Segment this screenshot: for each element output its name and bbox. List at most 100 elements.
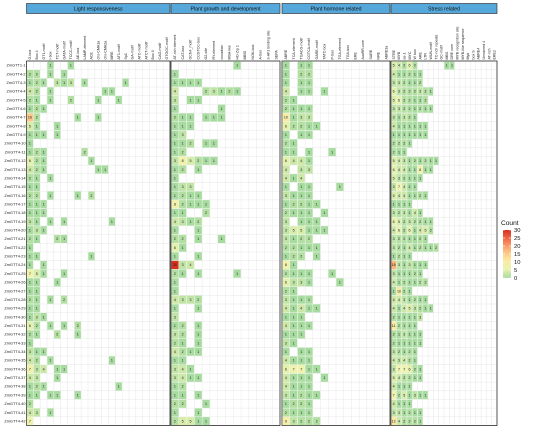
heatmap-cell xyxy=(40,147,47,157)
cell-value: 2 xyxy=(403,237,405,241)
cell-value: 1 xyxy=(403,246,405,250)
column-label: ABRE xyxy=(284,49,288,59)
cell-value: 1 xyxy=(29,202,31,206)
heatmap-cell xyxy=(289,330,298,339)
heatmap-cell xyxy=(417,130,423,140)
column-label: TGACG-motif xyxy=(299,38,303,60)
cell-value: 1 xyxy=(308,367,310,371)
cell-value: 1 xyxy=(398,72,400,76)
heatmap-cell xyxy=(396,234,402,244)
column-label: TCT-motif xyxy=(55,44,59,60)
heatmap-cell xyxy=(401,243,407,252)
heatmap-cell xyxy=(202,208,210,218)
cell-value: 3 xyxy=(308,116,310,120)
legend-tick-label: 20 xyxy=(514,244,520,250)
heatmap-cell xyxy=(289,156,298,166)
heatmap-cell xyxy=(178,217,187,226)
heatmap-cell xyxy=(33,225,41,235)
heatmap-cell xyxy=(53,130,61,140)
heatmap-cell xyxy=(412,225,418,235)
cell-value: 1 xyxy=(43,211,45,215)
cell-value: 1 xyxy=(205,202,207,206)
cell-value: 2 xyxy=(293,246,295,250)
cell-value: 2 xyxy=(403,289,405,293)
cell-value: 1 xyxy=(70,64,72,68)
cell-value: 3 xyxy=(398,81,400,85)
cell-value: 1 xyxy=(308,272,310,276)
cell-value: 2 xyxy=(90,194,92,198)
heatmap-cell xyxy=(312,199,321,209)
column-label: WUN-motif xyxy=(429,42,433,60)
heatmap-cell xyxy=(406,104,413,114)
cell-value: 1 xyxy=(197,168,199,172)
heatmap-cell xyxy=(33,295,41,304)
heatmap-cell xyxy=(422,130,429,140)
cell-value: 1 xyxy=(49,393,51,397)
cell-value: 1 xyxy=(308,376,310,380)
heatmap-cell xyxy=(312,364,321,374)
heatmap-cell xyxy=(401,338,407,348)
cell-value: 1 xyxy=(403,341,405,345)
cell-value: 5 xyxy=(300,229,302,233)
cell-value: 3 xyxy=(398,176,400,180)
heatmap-cell xyxy=(417,87,423,96)
heatmap-cell xyxy=(422,234,429,244)
cell-value: 1 xyxy=(293,211,295,215)
heatmap-cell xyxy=(401,347,407,357)
row-label: ZmGTT4-21 xyxy=(4,236,25,241)
cell-value: 1 xyxy=(293,376,295,380)
heatmap-cell xyxy=(401,373,407,383)
cell-value: 2 xyxy=(398,211,400,215)
heatmap-cell xyxy=(417,121,423,131)
heatmap-cell xyxy=(396,113,402,122)
cell-value: 1 xyxy=(414,176,416,180)
heatmap-cell xyxy=(328,269,336,278)
heatmap-cell xyxy=(401,69,407,79)
heatmap-cell xyxy=(40,78,47,87)
cell-value: 1 xyxy=(29,341,31,345)
cell-value: 4 xyxy=(393,72,395,76)
heatmap-cell xyxy=(297,373,306,383)
cell-value: 4 xyxy=(285,176,287,180)
cell-value: 2 xyxy=(398,237,400,241)
cell-value: 1 xyxy=(29,255,31,259)
heatmap-cell xyxy=(417,78,423,87)
heatmap-cell xyxy=(60,217,68,226)
cell-value: 8 xyxy=(182,159,184,163)
cell-value: 1 xyxy=(111,220,113,224)
heatmap-cell xyxy=(297,382,306,391)
column-label: MYB recognition site xyxy=(455,27,459,60)
heatmap-cell xyxy=(47,173,54,183)
cell-value: 1 xyxy=(29,281,31,285)
panel-title-1: Plant growth and development xyxy=(190,7,261,13)
heatmap-cell xyxy=(47,356,54,365)
cell-value: 1 xyxy=(308,324,310,328)
row-label: ZmGTT4-29 xyxy=(4,306,25,311)
cell-value: 1 xyxy=(424,194,426,198)
cell-value: 1 xyxy=(49,90,51,94)
heatmap-cell xyxy=(412,182,418,192)
cell-value: 2 xyxy=(403,176,405,180)
heatmap-cell xyxy=(202,113,210,122)
heatmap-cell xyxy=(289,104,298,114)
cell-value: 4 xyxy=(300,159,302,163)
cell-value: 1 xyxy=(213,116,215,120)
heatmap-cell xyxy=(406,295,413,304)
cell-value: 1 xyxy=(403,72,405,76)
cell-value: 3 xyxy=(293,281,295,285)
cell-value: 3 xyxy=(285,220,287,224)
heatmap-cell xyxy=(297,356,306,365)
cell-value: 2 xyxy=(29,98,31,102)
cell-value: 1 xyxy=(398,272,400,276)
cell-value: 3 xyxy=(393,185,395,189)
column-label: GT1-motif xyxy=(42,44,46,60)
heatmap-cell xyxy=(428,87,434,96)
cell-value: 3 xyxy=(285,229,287,233)
heatmap-cell xyxy=(305,278,313,287)
cell-value: 4 xyxy=(29,90,31,94)
heatmap-cell xyxy=(194,321,203,330)
heatmap-cell xyxy=(289,113,298,122)
cell-value: 4 xyxy=(414,211,416,215)
heatmap-cell xyxy=(108,87,116,96)
heatmap-cell xyxy=(401,139,407,148)
